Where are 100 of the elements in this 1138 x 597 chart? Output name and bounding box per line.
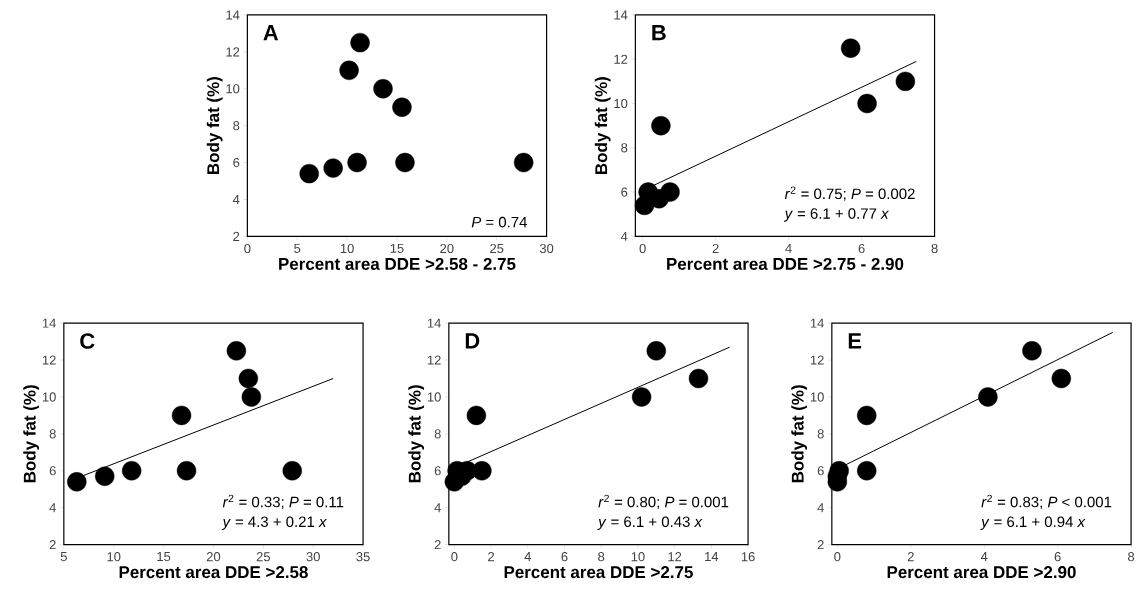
point xyxy=(95,466,115,486)
x-tick-label: 6 xyxy=(858,243,865,253)
point xyxy=(241,387,262,407)
point xyxy=(395,152,415,173)
x-tick-label: 4 xyxy=(785,243,792,253)
point xyxy=(299,163,319,184)
y-tick-label: 14 xyxy=(614,10,628,20)
y-tick-label: 8 xyxy=(621,142,628,153)
x-tick-label: 10 xyxy=(340,243,354,253)
x-tick-label: 5 xyxy=(60,551,67,561)
chart-title: A xyxy=(263,24,279,40)
point xyxy=(347,152,367,173)
y-tick-label: 4 xyxy=(232,194,240,204)
point xyxy=(373,78,393,99)
y-tick-label: 4 xyxy=(620,231,628,241)
chart-title: C xyxy=(80,333,95,349)
point xyxy=(339,60,359,80)
annotation: r$^{2}$ = 0.75; P = 0.002 xyxy=(784,186,915,201)
y-tick-label: 6 xyxy=(817,465,824,476)
x-tick-label: 0 xyxy=(244,243,251,253)
x-tick-label: 12 xyxy=(668,551,682,561)
annotation: y = 4.3 + 0.21 x xyxy=(221,516,327,530)
y-tick-label: 8 xyxy=(233,120,240,131)
point xyxy=(176,460,197,481)
x-tick-label: 6 xyxy=(561,551,568,562)
x-axis-title: Percent area DDE >2.58 - 2.75 xyxy=(279,257,516,270)
annotation: r$^{2}$ = 0.83; P < 0.001 xyxy=(981,494,1112,509)
x-axis-title: Percent area DDE >2.90 xyxy=(887,565,1076,578)
x-tick-label: 2 xyxy=(907,551,914,561)
y-tick-label: 10 xyxy=(226,83,240,94)
point xyxy=(392,97,412,117)
y-tick-label: 8 xyxy=(49,429,56,439)
x-tick-label: 2 xyxy=(488,551,495,561)
y-tick-label: 2 xyxy=(49,539,56,549)
x-tick-label: 25 xyxy=(490,243,504,253)
point xyxy=(67,471,87,492)
y-tick-label: 6 xyxy=(49,465,56,476)
y-tick-label: 12 xyxy=(810,355,824,365)
y-tick-label: 8 xyxy=(434,429,441,439)
annotation: r$^{2}$ = 0.33; P = 0.11 xyxy=(222,494,344,509)
point xyxy=(857,405,877,425)
y-axis-title: Body fat (%) xyxy=(594,76,611,174)
annotation: P = 0.74 xyxy=(471,216,527,228)
x-tick-label: 4 xyxy=(524,551,532,561)
point xyxy=(466,405,487,425)
x-tick-label: 10 xyxy=(107,551,121,562)
y-tick-label: 12 xyxy=(42,355,56,365)
point xyxy=(660,182,680,202)
y-tick-label: 14 xyxy=(810,318,824,328)
y-tick-label: 4 xyxy=(817,503,824,512)
point xyxy=(646,340,666,361)
point xyxy=(688,368,709,388)
y-axis-title: Body fat (%) xyxy=(206,76,223,174)
x-tick-label: 6 xyxy=(1054,551,1061,562)
x-tick-label: 15 xyxy=(390,243,404,253)
x-tick-label: 25 xyxy=(256,551,270,562)
y-tick-label: 14 xyxy=(226,10,240,20)
y-tick-label: 8 xyxy=(817,429,824,439)
y-tick-label: 10 xyxy=(42,392,56,402)
point xyxy=(857,93,877,113)
x-axis-title: Percent area DDE >2.75 xyxy=(504,565,693,578)
y-tick-label: 12 xyxy=(226,47,240,57)
x-axis-title: Percent area DDE >2.75 - 2.90 xyxy=(667,257,904,270)
x-tick-label: 0 xyxy=(639,243,646,253)
point xyxy=(171,405,192,425)
x-tick-label: 5 xyxy=(294,243,301,253)
point xyxy=(978,387,998,407)
y-tick-label: 2 xyxy=(434,539,441,549)
point xyxy=(238,368,259,388)
x-tick-label: 8 xyxy=(598,551,605,562)
point xyxy=(631,387,652,407)
point xyxy=(323,158,343,178)
y-tick-label: 14 xyxy=(427,318,441,328)
y-tick-label: 6 xyxy=(233,157,240,167)
y-tick-label: 12 xyxy=(427,355,441,365)
chart-title: D xyxy=(465,333,480,349)
y-axis-title: Body fat (%) xyxy=(408,385,425,482)
y-tick-label: 10 xyxy=(810,392,824,402)
y-tick-label: 14 xyxy=(42,318,56,328)
x-tick-label: 16 xyxy=(741,551,755,562)
annotation: r$^{2}$ = 0.80; P = 0.001 xyxy=(598,494,729,509)
x-tick-label: 30 xyxy=(539,243,554,253)
point xyxy=(121,460,142,481)
annotation: y = 6.1 + 0.77 x xyxy=(783,208,889,222)
x-tick-label: 8 xyxy=(931,243,938,253)
y-tick-label: 12 xyxy=(614,54,628,64)
point xyxy=(895,71,916,91)
y-tick-label: 6 xyxy=(434,465,441,476)
y-tick-label: 10 xyxy=(427,392,441,402)
point xyxy=(226,340,247,361)
point xyxy=(472,460,492,481)
x-tick-label: 4 xyxy=(980,551,988,561)
x-axis-title: Percent area DDE >2.58 xyxy=(119,565,308,578)
annotation: y = 6.1 + 0.43 x xyxy=(597,516,703,530)
y-tick-label: 2 xyxy=(817,539,824,549)
x-tick-label: 14 xyxy=(705,551,719,561)
y-axis-title: Body fat (%) xyxy=(791,385,808,482)
point xyxy=(1022,340,1042,361)
x-tick-label: 20 xyxy=(440,243,454,253)
point xyxy=(350,32,370,53)
